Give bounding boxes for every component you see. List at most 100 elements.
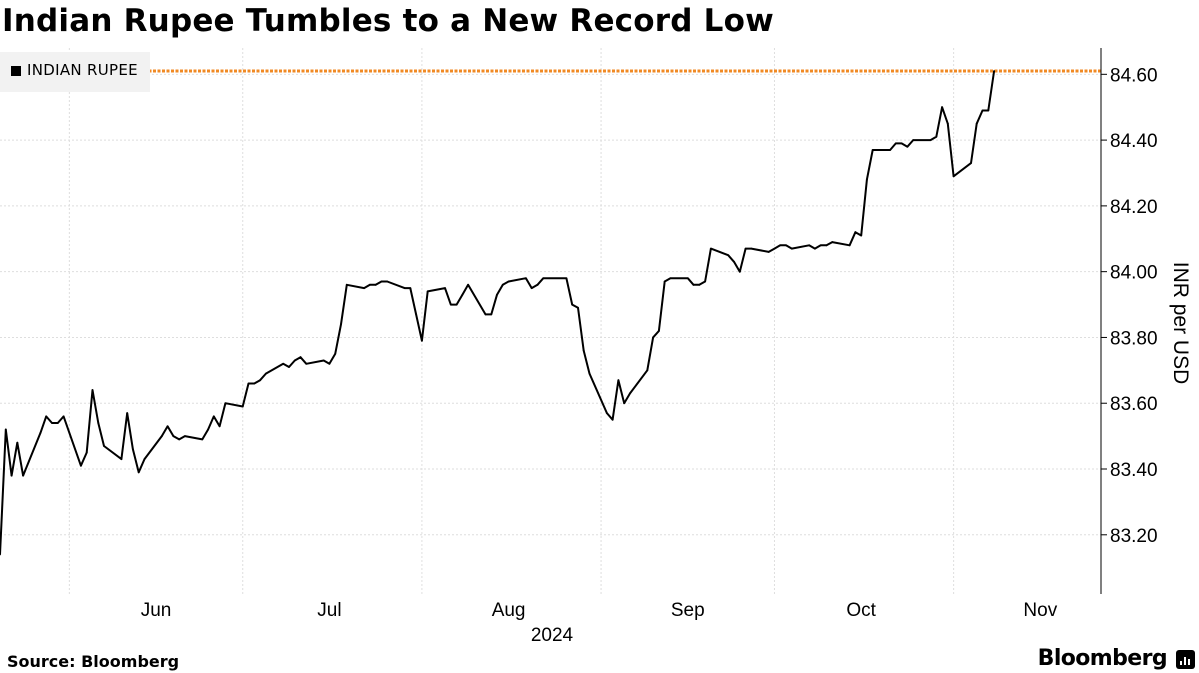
data-point bbox=[39, 431, 42, 434]
data-point bbox=[85, 451, 88, 454]
data-point bbox=[241, 405, 244, 408]
data-point bbox=[288, 366, 290, 368]
data-point bbox=[334, 352, 337, 355]
data-point bbox=[386, 280, 389, 283]
data-point bbox=[91, 389, 94, 391]
y-tick-label: 84.60 bbox=[1110, 65, 1158, 86]
data-point bbox=[305, 362, 308, 365]
data-point bbox=[166, 425, 169, 428]
data-point bbox=[501, 283, 504, 286]
data-point bbox=[767, 251, 770, 253]
data-point bbox=[253, 382, 256, 385]
data-point bbox=[831, 241, 834, 243]
data-point bbox=[571, 303, 574, 306]
x-tick-label: Jun bbox=[141, 600, 172, 621]
data-point bbox=[374, 283, 377, 286]
data-point bbox=[866, 178, 868, 181]
data-point bbox=[293, 359, 296, 362]
data-point bbox=[496, 293, 498, 296]
data-point bbox=[709, 247, 712, 250]
data-point bbox=[380, 280, 383, 283]
data-point bbox=[201, 438, 204, 441]
y-axis: 83.20 83.40 83.60 83.80 84.00 84.20 84.40 84.60… bbox=[1100, 48, 1192, 594]
chart-title: Indian Rupee Tumbles to a New Record Low bbox=[2, 3, 774, 39]
y-tick-label: 84.40 bbox=[1110, 131, 1158, 152]
data-point bbox=[906, 145, 909, 148]
data-point bbox=[345, 283, 348, 286]
data-point bbox=[894, 142, 897, 145]
data-point bbox=[646, 369, 649, 372]
data-point bbox=[322, 359, 325, 362]
data-point bbox=[97, 422, 100, 424]
bloomberg-logo-icon bbox=[1176, 650, 1195, 669]
data-point bbox=[854, 231, 857, 234]
data-point bbox=[264, 372, 267, 375]
data-point bbox=[120, 458, 123, 461]
data-point bbox=[912, 139, 915, 141]
data-point bbox=[582, 349, 585, 352]
data-point bbox=[663, 280, 666, 283]
data-point bbox=[565, 277, 568, 280]
x-axis-year-label: 2024 bbox=[531, 625, 574, 646]
data-point bbox=[733, 260, 735, 263]
data-point bbox=[652, 336, 654, 339]
data-point bbox=[738, 270, 741, 273]
series-points bbox=[0, 70, 995, 556]
data-point bbox=[605, 412, 608, 414]
data-point bbox=[224, 402, 227, 405]
data-point bbox=[455, 303, 458, 306]
data-point bbox=[62, 415, 65, 418]
data-point bbox=[421, 339, 423, 342]
data-point bbox=[975, 122, 978, 125]
data-point bbox=[790, 247, 793, 250]
data-point bbox=[935, 135, 938, 138]
x-tick-label: Jul bbox=[317, 600, 341, 621]
y-tick-label: 84.20 bbox=[1110, 197, 1158, 218]
data-point bbox=[530, 287, 533, 290]
data-point bbox=[467, 283, 470, 286]
data-point bbox=[941, 106, 943, 109]
data-point bbox=[981, 109, 984, 112]
data-point bbox=[825, 244, 828, 247]
data-point bbox=[403, 287, 406, 290]
data-point bbox=[779, 244, 782, 247]
y-tick-label: 83.80 bbox=[1110, 328, 1158, 349]
data-point bbox=[525, 277, 527, 280]
data-point bbox=[657, 329, 660, 332]
data-point bbox=[484, 313, 487, 316]
data-point bbox=[669, 277, 672, 280]
y-axis-title: INR per USD bbox=[1169, 262, 1192, 385]
data-point bbox=[900, 142, 903, 145]
data-point bbox=[860, 234, 863, 237]
data-point bbox=[617, 379, 620, 382]
data-point bbox=[871, 149, 874, 151]
data-point bbox=[56, 422, 59, 424]
data-point bbox=[987, 109, 990, 112]
data-point bbox=[507, 280, 510, 283]
brand-logo-text: Bloomberg bbox=[1037, 646, 1168, 671]
x-tick-label: Nov bbox=[1023, 600, 1057, 621]
data-point bbox=[143, 458, 146, 461]
series-line-indian-rupee bbox=[0, 70, 996, 555]
data-point bbox=[45, 415, 48, 418]
y-tick-label: 83.20 bbox=[1110, 526, 1158, 547]
data-point bbox=[426, 290, 429, 293]
data-point bbox=[704, 280, 707, 283]
data-point bbox=[542, 277, 545, 280]
data-point bbox=[946, 122, 949, 125]
data-point bbox=[184, 435, 186, 438]
legend-label: INDIAN RUPEE bbox=[27, 61, 138, 79]
legend bbox=[0, 52, 150, 92]
data-point bbox=[548, 277, 550, 280]
y-tick-label: 83.60 bbox=[1110, 394, 1158, 415]
legend-swatch bbox=[11, 66, 21, 76]
data-point bbox=[415, 313, 418, 316]
data-point bbox=[247, 382, 250, 385]
data-point bbox=[212, 415, 215, 418]
data-point bbox=[698, 283, 701, 286]
data-point bbox=[750, 247, 753, 250]
data-point bbox=[282, 362, 285, 365]
data-point bbox=[814, 247, 816, 250]
data-point bbox=[808, 244, 811, 247]
data-point bbox=[577, 306, 579, 309]
